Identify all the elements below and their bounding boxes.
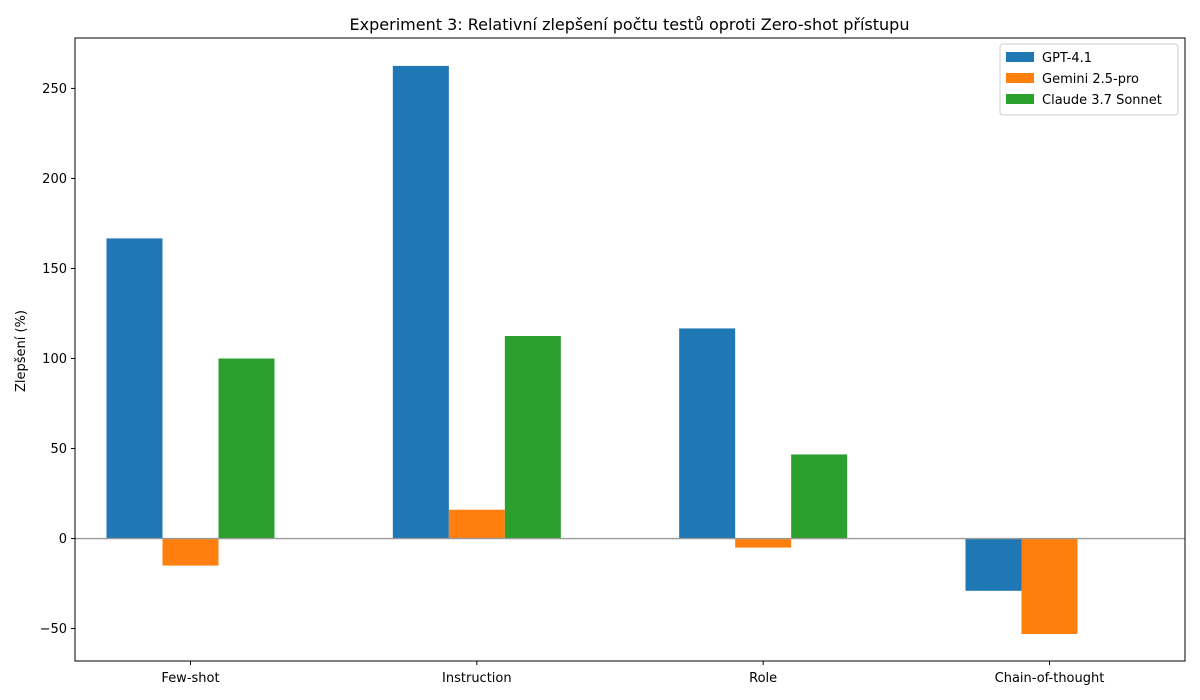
x-tick-label: Instruction	[442, 671, 512, 686]
y-tick-label: 150	[42, 262, 67, 277]
legend-swatch	[1006, 52, 1034, 62]
y-tick-label: 0	[59, 532, 67, 547]
x-tick-label: Few-shot	[161, 671, 219, 686]
legend-box	[999, 43, 1179, 116]
plot-frame	[74, 37, 1186, 662]
y-tick-label: 200	[42, 172, 67, 187]
x-tick-label: Chain-of-thought	[995, 671, 1105, 686]
bar	[965, 538, 1022, 591]
y-axis-label: Zlepšení (%)	[14, 310, 29, 392]
legend-swatch	[1006, 73, 1034, 83]
y-tick-label: 250	[42, 82, 67, 97]
bar	[1021, 538, 1078, 634]
y-tick-label: −50	[40, 622, 67, 637]
bar	[218, 358, 275, 539]
chart-title: Experiment 3: Relativní zlepšení počtu t…	[350, 15, 910, 34]
legend-swatch	[1006, 94, 1034, 104]
legend-label: Gemini 2.5-pro	[1042, 72, 1139, 87]
bar	[106, 238, 163, 539]
legend: GPT-4.1 Gemini 2.5-pro Claude 3.7 Sonnet	[999, 43, 1179, 116]
bar	[679, 328, 736, 539]
y-tick-label: 100	[42, 352, 67, 367]
bar	[791, 454, 848, 539]
bar	[448, 509, 505, 539]
plot-area: −50 0 50 100 150 200 250 Few-shot Instruction Rol…	[40, 37, 1186, 686]
x-tick-label: Role	[749, 671, 777, 686]
bar	[162, 538, 219, 566]
legend-label: GPT-4.1	[1042, 51, 1092, 66]
bar	[392, 65, 449, 539]
y-tick-label: 50	[50, 442, 67, 457]
bar	[504, 335, 561, 539]
bar	[735, 538, 792, 548]
legend-label: Claude 3.7 Sonnet	[1042, 93, 1162, 108]
